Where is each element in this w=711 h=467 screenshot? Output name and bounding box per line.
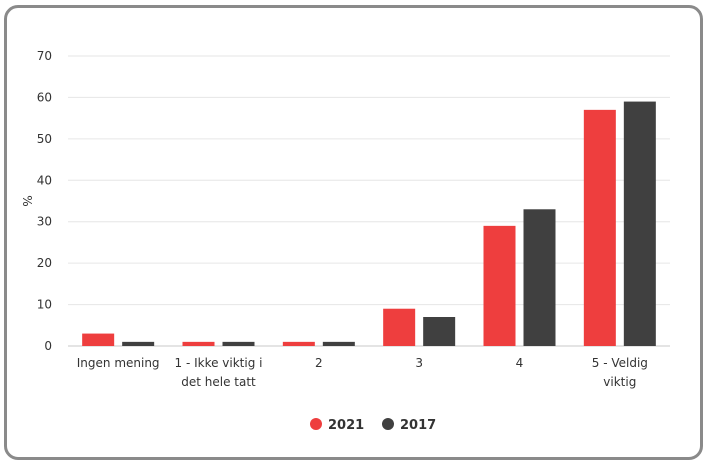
- legend-label[interactable]: 2021: [328, 418, 364, 433]
- legend-marker: [382, 418, 394, 430]
- bar-2017[interactable]: [523, 209, 556, 346]
- x-category-label: 1 - Ikke viktig i: [175, 356, 263, 370]
- bars: [82, 101, 656, 346]
- bar-2017[interactable]: [322, 341, 355, 346]
- bar-2017[interactable]: [623, 101, 656, 346]
- y-tick-label: 40: [37, 173, 52, 187]
- x-category-label: viktig: [603, 375, 636, 389]
- x-axis-labels: Ingen mening 1 - Ikke viktig i det hele ta…: [77, 356, 648, 389]
- bar-2021[interactable]: [82, 333, 115, 346]
- x-category-label: Ingen mening: [77, 356, 160, 370]
- gridlines: [68, 55, 670, 347]
- bar-2021[interactable]: [282, 341, 315, 346]
- y-axis-ticks: 0 10 20 30 40 50 60 70: [37, 49, 52, 353]
- bar-2021[interactable]: [383, 308, 416, 346]
- bar-2017[interactable]: [122, 341, 155, 346]
- y-tick-label: 70: [37, 49, 52, 63]
- x-category-label: 5 - Veldig: [592, 356, 648, 370]
- y-tick-label: 20: [37, 256, 52, 270]
- y-tick-label: 30: [37, 215, 52, 229]
- legend: 2021 2017: [310, 418, 436, 433]
- y-axis-label: %: [20, 195, 34, 206]
- x-category-label: 2: [315, 356, 323, 370]
- y-tick-label: 60: [37, 90, 52, 104]
- legend-marker: [310, 418, 322, 430]
- legend-label[interactable]: 2017: [400, 418, 436, 433]
- x-category-label: 3: [415, 356, 423, 370]
- y-tick-label: 10: [37, 298, 52, 312]
- bar-2021[interactable]: [182, 341, 215, 346]
- y-tick-label: 0: [44, 339, 52, 353]
- x-category-label: 4: [516, 356, 524, 370]
- bar-2017[interactable]: [222, 341, 255, 346]
- x-category-label: det hele tatt: [181, 375, 256, 389]
- bar-2017[interactable]: [423, 317, 456, 346]
- y-tick-label: 50: [37, 132, 52, 146]
- bar-2021[interactable]: [583, 109, 616, 346]
- bar-2021[interactable]: [483, 225, 516, 346]
